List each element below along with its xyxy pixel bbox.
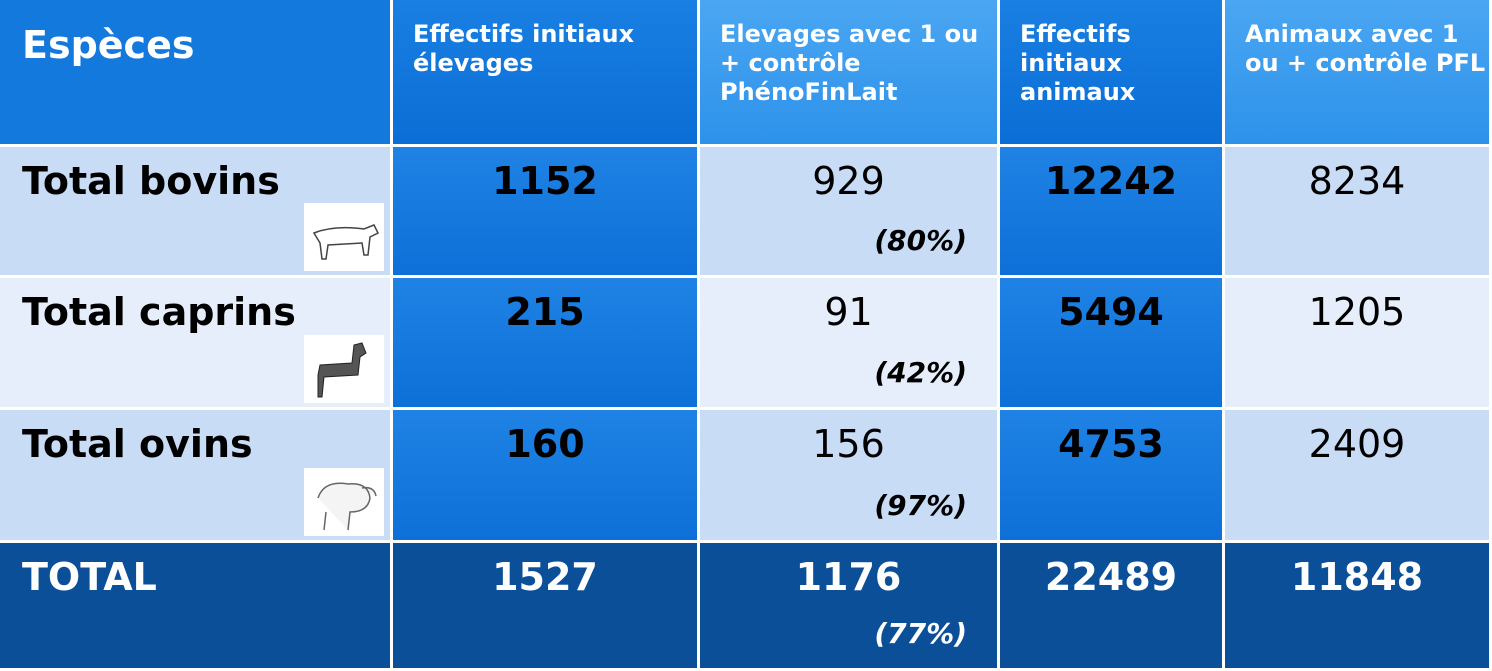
share-label: (42%) (874, 356, 967, 389)
value-cell: 929(80%) (700, 147, 1000, 278)
value-cell: 1205 (1225, 278, 1492, 410)
value-cell: 22489 (1000, 543, 1225, 671)
animal-icon (304, 335, 384, 403)
value-cell: 1527 (393, 543, 700, 671)
value-cell: 1176(77%) (700, 543, 1000, 671)
share-label: (80%) (874, 224, 967, 257)
value-cell: 12242 (1000, 147, 1225, 278)
value-cell: 2409 (1225, 410, 1492, 543)
animal-icon (304, 203, 384, 271)
value-cell: 215 (393, 278, 700, 410)
value-cell: 156(97%) (700, 410, 1000, 543)
value-cell: 5494 (1000, 278, 1225, 410)
value-cell: 1152 (393, 147, 700, 278)
header-cell: Effectifs initiaux animaux (1000, 0, 1225, 147)
header-cell: Effectifs initiaux élevages (393, 0, 700, 147)
value-cell: 8234 (1225, 147, 1492, 278)
data-table: EspècesEffectifs initiaux élevagesElevag… (0, 0, 1492, 671)
header-cell: Espèces (0, 0, 393, 147)
row-label: TOTAL (0, 543, 393, 671)
row-label: Total caprins (0, 278, 393, 410)
header-cell: Animaux avec 1 ou + contrôle PFL (1225, 0, 1492, 147)
row-label: Total ovins (0, 410, 393, 543)
value-cell: 160 (393, 410, 700, 543)
value-cell: 4753 (1000, 410, 1225, 543)
animal-icon (304, 468, 384, 536)
row-label: Total bovins (0, 147, 393, 278)
share-label: (97%) (874, 489, 967, 522)
header-cell: Elevages avec 1 ou + contrôle PhénoFinLa… (700, 0, 1000, 147)
share-label: (77%) (874, 617, 967, 650)
value-cell: 91(42%) (700, 278, 1000, 410)
value-cell: 11848 (1225, 543, 1492, 671)
